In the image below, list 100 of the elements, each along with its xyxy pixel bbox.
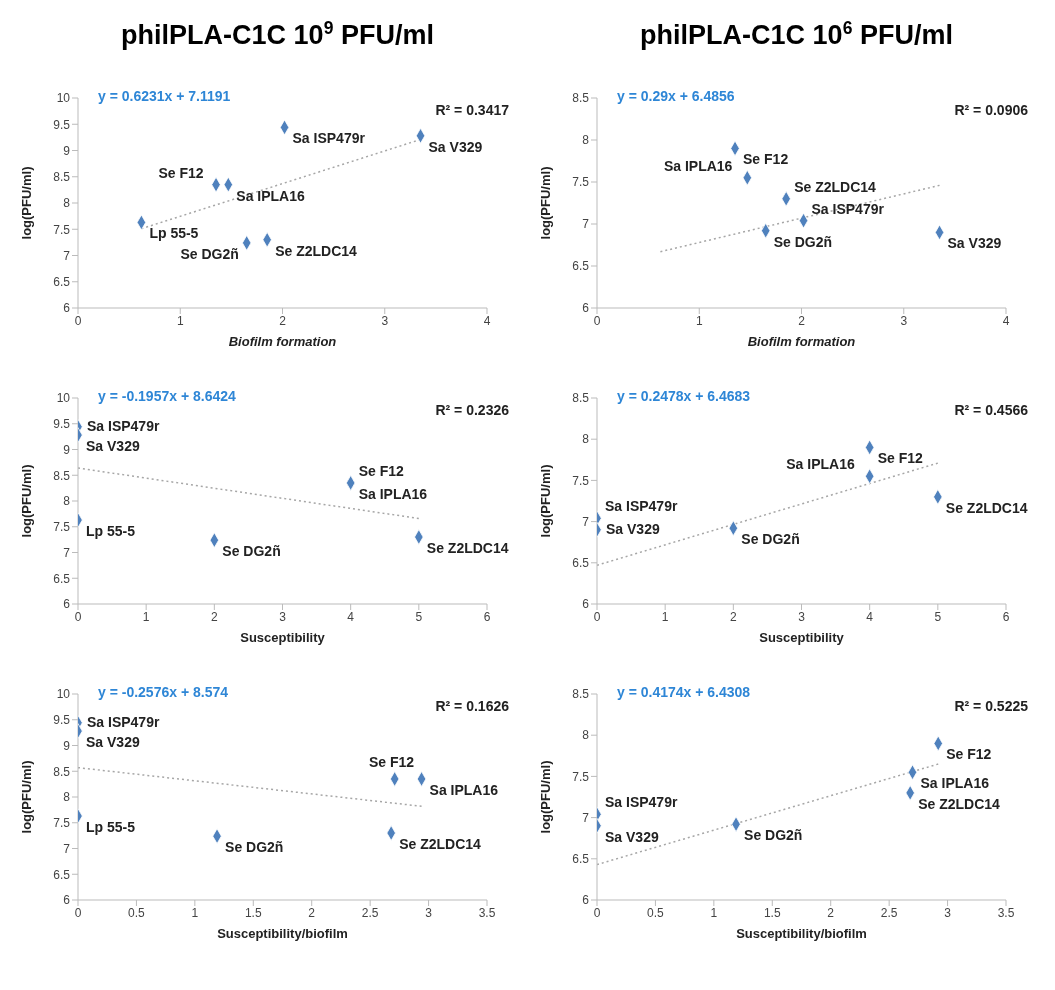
y-tick-label: 7.5 [572, 473, 590, 488]
annotation: Sa ISP479r [87, 418, 160, 435]
annotation: Lp 55-5 [86, 523, 136, 540]
annotation: Sa V329 [947, 235, 1002, 252]
x-tick-label: 1.5 [763, 905, 781, 920]
annotation: Sa ISP479r [605, 498, 678, 515]
annotation: R² = 0.4566 [954, 402, 1028, 418]
y-tick-label: 6.5 [572, 259, 590, 274]
annotation: Se DG2ñ [222, 543, 281, 560]
y-axis-title: log(PFU/ml) [18, 166, 34, 240]
y-tick-label: 6.5 [53, 867, 71, 882]
y-tick-label: 8 [63, 196, 71, 211]
x-tick-label: 4 [483, 313, 491, 328]
y-tick-label: 9.5 [53, 713, 71, 728]
x-tick-label: 2.5 [880, 905, 898, 920]
annotation: Sa V329 [605, 828, 659, 845]
y-tick-label: 7.5 [572, 175, 590, 190]
annotation: Sa IPLA16 [236, 187, 305, 204]
x-tick-label: 1.5 [244, 905, 262, 920]
y-tick-label: 9.5 [53, 417, 71, 432]
x-tick-label: 0 [74, 313, 82, 328]
y-tick-label: 9.5 [53, 117, 71, 132]
y-tick-label: 6 [582, 301, 590, 316]
annotation: Se Z2LDC14 [275, 242, 358, 259]
y-tick-label: 7.5 [572, 769, 590, 784]
x-tick-label: 1 [695, 313, 703, 328]
x-tick-label: 3 [279, 609, 287, 624]
y-tick-label: 7.5 [53, 520, 71, 535]
annotation: Sa V329 [86, 734, 140, 751]
chart-title: philPLA-C1C 10$^{9}$ PFU/ml [121, 18, 434, 50]
y-axis-title: log(PFU/ml) [18, 464, 34, 538]
annotation: Se DG2ñ [773, 233, 833, 250]
y-tick-label: 6 [582, 597, 590, 612]
x-tick-label: 1 [142, 609, 150, 624]
y-tick-label: 6.5 [53, 571, 71, 586]
x-axis-title: Biofilm formation [747, 334, 856, 349]
x-tick-label: 0 [74, 609, 82, 624]
y-tick-label: 10 [56, 687, 71, 702]
annotation: Se DG2ñ [225, 839, 284, 856]
annotation: Se F12 [877, 450, 924, 467]
y-tick-label: 8 [582, 728, 590, 743]
y-tick-label: 10 [56, 391, 71, 406]
x-tick-label: 4 [866, 609, 874, 624]
x-tick-label: 5 [934, 609, 942, 624]
x-axis-title: Susceptibility [759, 630, 845, 645]
x-tick-label: 3 [798, 609, 806, 624]
x-tick-label: 3.5 [997, 905, 1015, 920]
annotation: Sa V329 [606, 521, 660, 538]
y-tick-label: 8.5 [572, 687, 590, 702]
annotation: Sa IPLA16 [786, 456, 855, 473]
annotation: Se F12 [946, 746, 992, 763]
y-tick-label: 7 [582, 514, 590, 529]
annotation: Sa IPLA16 [429, 781, 499, 798]
x-tick-label: 2 [798, 313, 806, 328]
annotation: R² = 0.0906 [954, 102, 1028, 118]
y-tick-label: 7 [63, 545, 71, 560]
x-tick-label: 0 [593, 905, 601, 920]
annotation: Sa ISP479r [292, 130, 366, 147]
x-tick-label: 2 [729, 609, 737, 624]
annotation: R² = 0.2326 [435, 402, 509, 418]
annotation: Lp 55-5 [86, 819, 136, 836]
y-tick-label: 6 [63, 597, 71, 612]
y-tick-label: 6.5 [572, 852, 590, 867]
y-tick-label: 8.5 [53, 764, 71, 779]
y-tick-label: 7.5 [53, 816, 71, 831]
y-tick-label: 8.5 [572, 391, 590, 406]
x-axis-title: Susceptibility/biofilm [217, 926, 348, 941]
annotation: y = -0.1957x + 8.6424 [98, 388, 236, 404]
x-tick-label: 1 [176, 313, 184, 328]
x-tick-label: 4 [347, 609, 355, 624]
y-tick-label: 6 [582, 893, 590, 908]
y-tick-label: 6.5 [572, 556, 590, 571]
annotation: Se F12 [743, 151, 789, 168]
x-tick-label: 1 [191, 905, 199, 920]
x-tick-label: 5 [415, 609, 423, 624]
x-tick-label: 0 [593, 609, 601, 624]
annotation: Se DG2ñ [741, 531, 800, 548]
y-axis-title: log(PFU/ml) [18, 760, 34, 834]
x-tick-label: 3 [900, 313, 908, 328]
x-axis-title: Susceptibility [240, 630, 326, 645]
x-tick-label: 3 [944, 905, 952, 920]
y-axis-title: log(PFU/ml) [537, 166, 553, 240]
annotation: y = 0.29x + 6.4856 [617, 88, 735, 104]
y-tick-label: 8 [582, 432, 590, 447]
annotation: Sa IPLA16 [920, 775, 990, 792]
x-tick-label: 4 [1002, 313, 1010, 328]
y-tick-label: 10 [56, 91, 71, 106]
annotation: y = 0.4174x + 6.4308 [617, 684, 751, 700]
annotation: Sa ISP479r [811, 200, 885, 217]
annotation: Sa V329 [428, 138, 483, 155]
annotation: Se F12 [368, 753, 415, 770]
x-tick-label: 2.5 [361, 905, 379, 920]
x-tick-label: 0 [593, 313, 601, 328]
x-tick-label: 2 [279, 313, 287, 328]
annotation: R² = 0.5225 [954, 698, 1028, 714]
x-tick-label: 3.5 [478, 905, 496, 920]
y-tick-label: 8 [582, 133, 590, 148]
annotation: R² = 0.3417 [435, 102, 509, 118]
annotation: Se DG2ñ [180, 245, 239, 262]
annotation: Sa IPLA16 [663, 157, 733, 174]
